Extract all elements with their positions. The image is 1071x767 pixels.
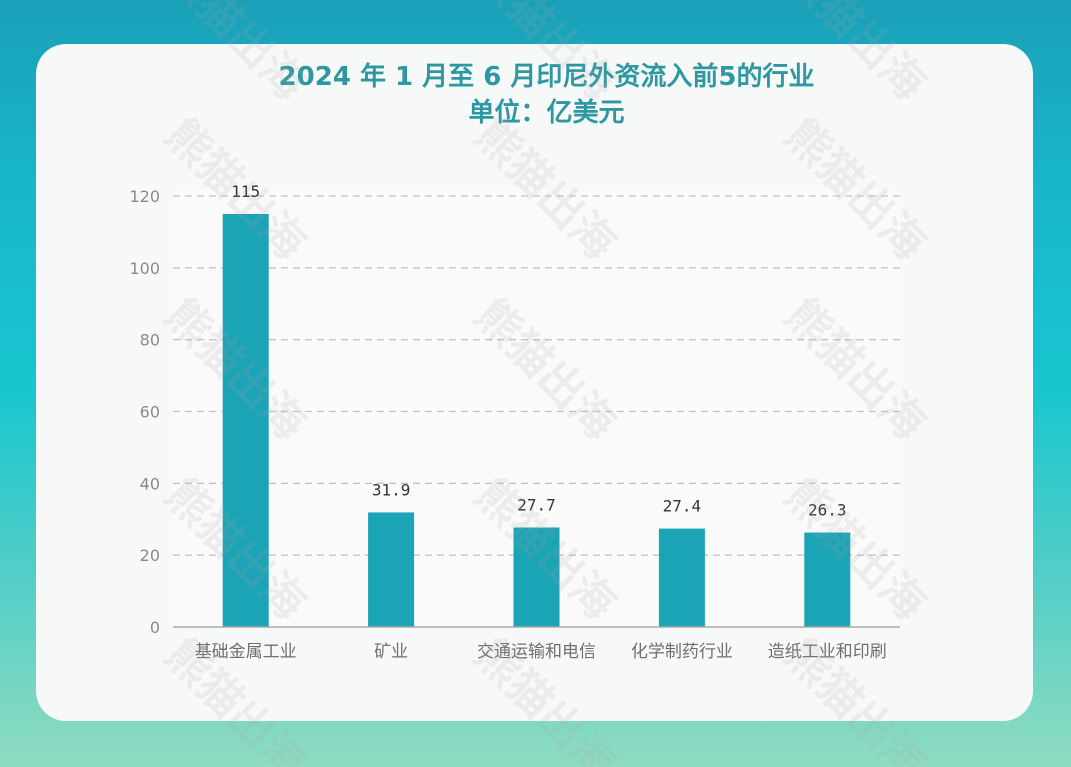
bar (804, 532, 851, 627)
data-label: 27.4 (663, 497, 702, 516)
x-axis-ticks: 基础金属工业 矿业 交通运输和电信 化学制药行业 造纸工业和印刷 (195, 642, 887, 662)
data-label: 26.3 (808, 501, 847, 520)
bar (222, 213, 269, 628)
x-tick-label: 交通运输和电信 (477, 642, 596, 662)
y-tick-label: 40 (140, 474, 160, 493)
y-tick-label: 120 (129, 187, 160, 206)
bars (222, 213, 851, 628)
x-tick-label: 基础金属工业 (195, 642, 297, 662)
y-tick-label: 0 (150, 618, 160, 637)
data-label: 115 (231, 182, 260, 201)
bar (513, 527, 560, 627)
x-tick-label: 造纸工业和印刷 (768, 642, 887, 662)
y-tick-label: 60 (140, 403, 160, 422)
x-tick-label: 矿业 (374, 642, 408, 662)
watermark-text: 熊猫出海 (465, 0, 626, 110)
y-axis-ticks: 0 20 40 60 80 100 120 (129, 187, 160, 637)
y-tick-label: 80 (140, 331, 160, 350)
data-label: 27.7 (517, 496, 556, 515)
x-tick-label: 化学制药行业 (631, 642, 733, 662)
y-tick-label: 100 (129, 259, 160, 278)
bar (368, 512, 415, 627)
data-label: 31.9 (372, 480, 411, 499)
bar (658, 528, 705, 627)
watermark-text: 熊猫出海 (155, 0, 316, 110)
data-labels: 115 31.9 27.7 27.4 26.3 (231, 182, 846, 520)
chart-title: 2024 年 1 月至 6 月印尼外资流入前5的行业 (278, 62, 815, 92)
chart-subtitle: 单位：亿美元 (468, 98, 625, 128)
watermark-text: 熊猫出海 (775, 0, 936, 110)
y-tick-label: 20 (140, 546, 160, 565)
